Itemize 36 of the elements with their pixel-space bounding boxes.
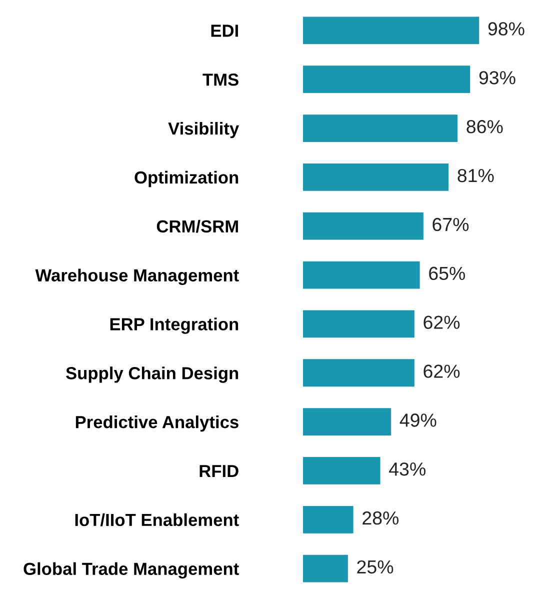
- y-tick-label: Warehouse Management: [35, 268, 239, 285]
- data-label: 43%: [389, 462, 426, 476]
- bar: [303, 359, 414, 387]
- y-tick-label: TMS: [202, 74, 238, 86]
- y-tick-label: EDI: [211, 24, 238, 37]
- bar: [303, 261, 420, 289]
- bar: [303, 457, 380, 484]
- bar: [303, 66, 470, 94]
- bar: [303, 212, 424, 240]
- y-tick-label: ERP Integration: [110, 318, 238, 334]
- data-label: 28%: [362, 511, 399, 525]
- data-label: 86%: [466, 120, 503, 134]
- bar: [303, 310, 414, 338]
- y-tick-label: IoT/IIoT Enablement: [75, 513, 239, 526]
- y-tick-label: Optimization: [134, 170, 238, 188]
- bar: [303, 506, 354, 534]
- y-tick-label: Predictive Analytics: [76, 416, 238, 432]
- data-label: 62%: [424, 364, 460, 378]
- bar: [303, 408, 392, 436]
- y-tick-label: Visibility: [168, 122, 240, 138]
- y-tick-label: Global Trade Management: [24, 562, 239, 579]
- bar: [303, 163, 449, 191]
- data-label: 25%: [357, 560, 394, 574]
- bar: [303, 554, 348, 582]
- data-label: 62%: [424, 316, 460, 329]
- bar: [303, 16, 480, 44]
- data-label: 98%: [488, 22, 524, 36]
- data-label: 49%: [400, 414, 436, 427]
- data-label: 81%: [458, 168, 494, 182]
- bar: [303, 114, 458, 142]
- data-label: 93%: [479, 71, 516, 84]
- y-tick-label: CRM/SRM: [156, 220, 238, 233]
- y-tick-label: RFID: [200, 465, 238, 478]
- data-label: 67%: [432, 218, 469, 232]
- y-tick-label: Supply Chain Design: [66, 366, 238, 383]
- data-label: 65%: [429, 266, 466, 280]
